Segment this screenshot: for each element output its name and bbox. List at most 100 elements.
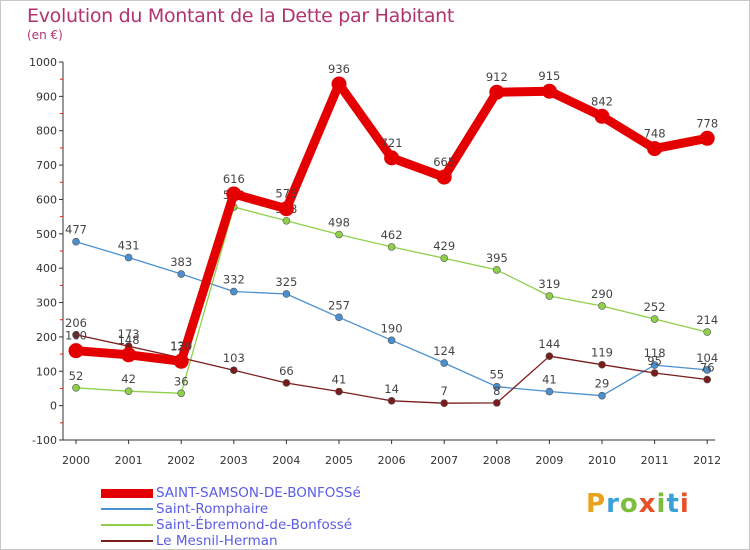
unit-label: (en €): [27, 28, 63, 42]
data-point: [647, 141, 663, 157]
data-point: [335, 230, 343, 239]
data-label: 912: [486, 70, 508, 84]
y-tick-label: 700: [36, 159, 57, 172]
data-point: [387, 243, 396, 251]
data-point: [72, 237, 80, 246]
data-label: 41: [542, 373, 557, 387]
data-label: 616: [223, 172, 245, 186]
data-point: [177, 270, 185, 278]
logo-letter: o: [619, 489, 639, 519]
data-label: 14: [384, 382, 399, 396]
legend-label: Saint-Ébremond-de-Bonfossé: [156, 517, 353, 533]
data-point: [440, 399, 449, 408]
y-tick-label: 1000: [29, 56, 57, 69]
data-point: [594, 108, 610, 124]
data-point: [650, 369, 659, 377]
data-point: [492, 266, 501, 274]
data-point: [598, 302, 606, 310]
data-point: [545, 352, 554, 360]
data-point: [492, 399, 501, 407]
data-label: 778: [696, 116, 718, 130]
data-label: 29: [595, 377, 610, 391]
data-label: 104: [696, 351, 718, 365]
data-point: [545, 292, 554, 300]
x-tick-label: 2010: [588, 454, 616, 467]
legend-swatch: [101, 489, 153, 498]
data-point: [440, 254, 449, 263]
y-tick-label: 600: [36, 193, 57, 206]
data-label: 66: [279, 364, 294, 378]
data-point: [282, 216, 291, 225]
x-tick-label: 2003: [220, 454, 248, 467]
x-tick-label: 2007: [430, 454, 458, 467]
data-label: 842: [591, 94, 613, 108]
data-point: [492, 382, 501, 391]
logo-letter: t: [666, 489, 680, 519]
data-label: 118: [644, 346, 666, 360]
data-label: 41: [332, 373, 347, 387]
data-point: [282, 379, 291, 387]
legend-label: Le Mesnil-Herman: [156, 533, 278, 549]
data-point: [230, 366, 238, 375]
data-point: [124, 253, 133, 262]
data-label: 160: [65, 329, 87, 343]
data-label: 665: [433, 155, 455, 169]
data-point: [384, 150, 400, 166]
logo-letter: r: [606, 489, 620, 519]
data-label: 124: [433, 344, 455, 358]
data-point: [335, 313, 343, 322]
data-label: 190: [381, 321, 403, 335]
data-label: 144: [538, 337, 560, 351]
data-point: [72, 383, 80, 392]
y-tick-label: 500: [36, 228, 57, 241]
data-label: 915: [538, 69, 560, 83]
data-point: [436, 169, 452, 185]
data-point: [331, 76, 347, 92]
data-point: [699, 130, 715, 146]
data-label: 7: [441, 384, 448, 398]
data-label: 148: [118, 333, 140, 347]
data-point: [226, 186, 242, 202]
x-tick-label: 2012: [693, 454, 721, 467]
data-label: 290: [591, 287, 613, 301]
data-point: [230, 287, 238, 296]
logo-letter: x: [638, 489, 657, 519]
data-point: [335, 387, 343, 396]
data-label: 936: [328, 62, 350, 76]
y-tick-label: 900: [36, 90, 57, 103]
data-label: 76: [700, 361, 715, 375]
x-tick-label: 2001: [115, 454, 143, 467]
legend-swatch: [101, 524, 153, 526]
data-point: [541, 83, 557, 99]
logo-letter: i: [656, 489, 667, 519]
data-label: 325: [275, 275, 297, 289]
x-tick-label: 2011: [641, 454, 669, 467]
data-point: [68, 343, 84, 359]
data-point: [177, 389, 185, 398]
y-tick-label: 400: [36, 262, 57, 275]
data-point: [387, 397, 396, 405]
logo-letter: P: [586, 489, 607, 519]
data-point: [282, 290, 291, 298]
data-point: [387, 336, 396, 345]
x-tick-label: 2000: [62, 454, 90, 467]
data-label: 55: [489, 368, 504, 382]
series-line-0: [71, 79, 712, 366]
data-point: [703, 328, 712, 336]
data-label: 129: [170, 339, 192, 353]
data-label: 52: [69, 369, 84, 383]
data-label: 103: [223, 351, 245, 365]
data-label: 477: [65, 223, 87, 237]
data-label: 431: [118, 239, 140, 253]
data-label: 573: [275, 187, 297, 201]
y-tick-label: 800: [36, 125, 57, 138]
data-point: [650, 361, 659, 369]
data-point: [440, 359, 449, 367]
data-point: [650, 315, 659, 323]
x-tick-label: 2006: [378, 454, 406, 467]
data-label: 119: [591, 346, 613, 360]
logo-letter: i: [679, 489, 690, 519]
data-label: 214: [696, 313, 718, 327]
